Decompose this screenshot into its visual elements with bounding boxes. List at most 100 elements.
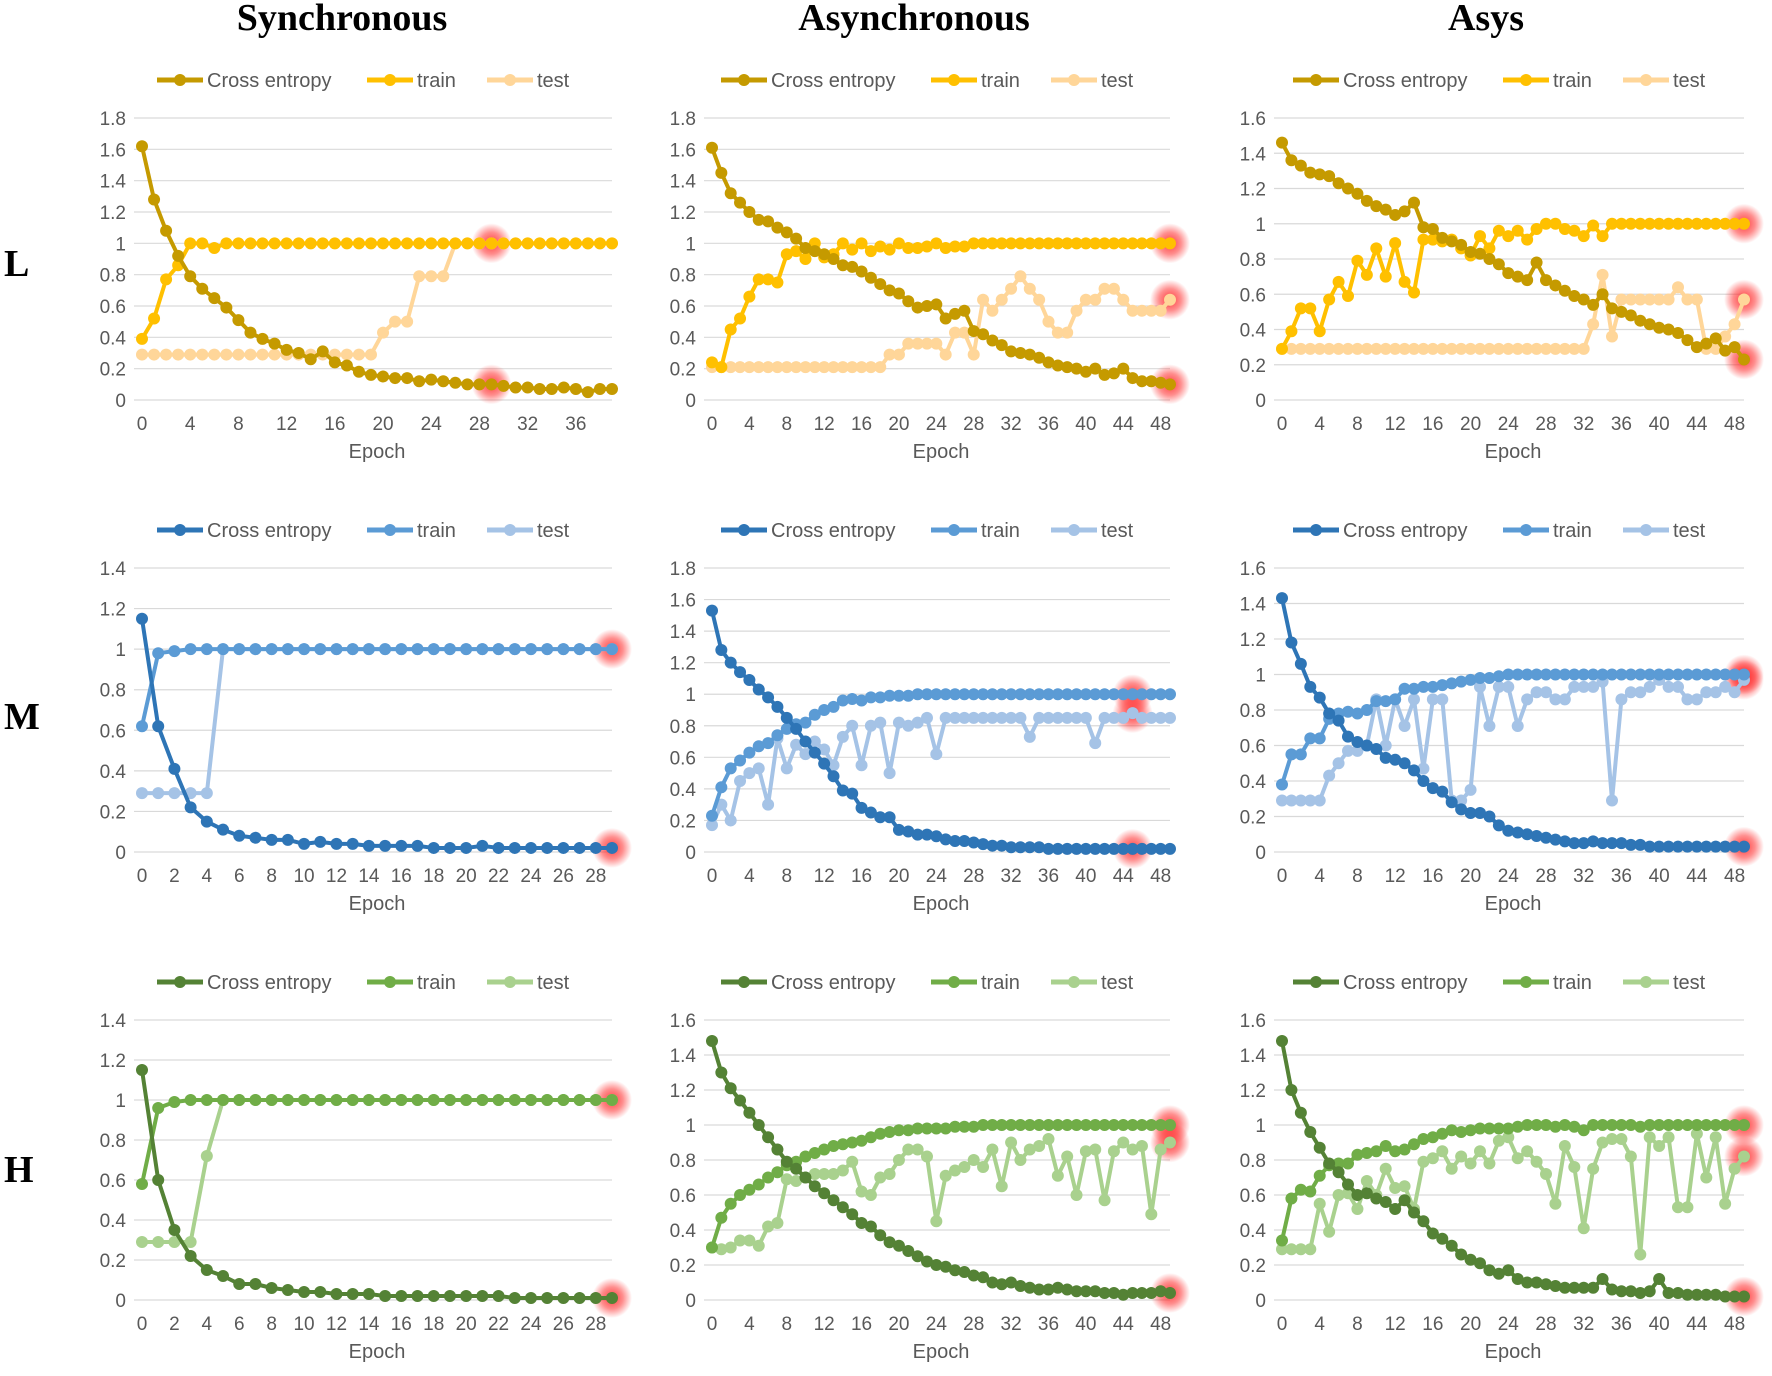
data-point-test [1624,293,1637,306]
data-point-ce [930,298,943,311]
data-point-test [1643,680,1656,693]
data-point-ce [1690,341,1703,354]
data-point-test [1079,293,1092,306]
data-point-ce [706,141,718,154]
data-point-test [1719,330,1732,343]
data-point-test [1606,330,1618,343]
data-point-train [930,1122,943,1135]
data-point-train [1606,1119,1618,1131]
y-tick-label: 1.4 [670,1046,697,1067]
data-point-train [1653,668,1666,681]
data-point-test [1521,342,1534,355]
data-point-train [492,1094,505,1106]
data-point-train [184,643,197,656]
data-point-test [864,719,877,732]
data-point-train [427,643,440,656]
data-point-train [425,237,438,250]
data-point-train [874,240,887,253]
data-point-ce [734,666,747,679]
data-point-train [827,700,840,713]
data-point-ce [827,253,840,265]
x-tick-label: 4 [1314,866,1325,887]
legend-marker-ce [174,74,186,86]
data-point-ce [330,1288,343,1300]
data-point-train [545,237,558,250]
y-tick-label: 0 [115,391,126,412]
data-point-ce [1690,840,1703,853]
legend-marker-ce [174,524,186,536]
data-point-test [1436,693,1449,706]
data-point-ce [1033,1283,1046,1296]
data-point-train [1042,688,1055,701]
data-point-test [930,1215,943,1228]
data-point-train [427,1094,440,1106]
data-point-test [780,361,793,374]
data-point-ce [1662,840,1675,853]
data-point-test [1107,711,1120,724]
x-tick-label: 16 [391,866,412,887]
data-point-test [1615,1133,1628,1145]
data-point-test [818,361,831,374]
x-tick-label: 20 [456,866,477,887]
data-point-test [911,716,924,729]
data-point-ce [281,833,294,846]
data-point-ce [836,1201,849,1214]
chart-h-synchronous: 00.20.40.60.811.21.40 2 4 6 8 10 12 14 16 18 20 22 2… [100,972,632,1363]
x-tick-label: 4 [202,1314,213,1335]
data-point-ce [846,787,859,800]
data-point-ce [1107,367,1120,380]
data-point-ce [892,287,905,300]
x-tick-label: 8 [266,866,277,887]
data-point-ce [497,379,510,392]
data-point-train [706,1241,718,1254]
data-point-ce [1700,337,1713,350]
data-point-train [920,240,933,253]
y-tick-label: 1.6 [1240,559,1266,580]
data-point-ce [743,206,756,218]
data-point-train [1530,223,1543,236]
data-point-ce [1285,154,1298,167]
data-point-ce [220,301,233,314]
data-point-test [1511,1152,1524,1165]
x-tick-label: 16 [1422,414,1443,435]
data-point-test [1492,1134,1505,1147]
data-point-ce [1502,267,1515,280]
data-point-train [1089,1119,1102,1131]
data-point-ce [1332,1166,1345,1179]
data-point-train [1304,732,1317,745]
data-point-ce [1107,842,1120,855]
data-point-ce [1304,1126,1317,1138]
y-tick-label: 0.6 [1240,285,1266,306]
data-point-train [883,243,896,256]
data-point-test [836,361,849,374]
data-point-train [920,688,933,701]
data-point-train [1117,688,1130,701]
x-tick-label: 16 [324,414,345,435]
data-point-test [1540,1168,1552,1180]
y-tick-label: 0.8 [100,266,126,287]
y-tick-label: 1 [115,640,126,661]
data-point-train [395,643,408,656]
data-point-train [1389,693,1402,706]
data-point-train [330,1094,343,1106]
data-point-ce [1379,751,1392,764]
x-tick-label: 24 [520,1314,542,1335]
data-point-ce [1294,657,1307,670]
data-point-test [200,787,213,800]
series-line-train [140,647,612,727]
data-point-ce [395,1290,408,1302]
legend-marker-train [948,74,960,86]
data-point-ce [743,1106,756,1119]
y-tick-label: 1.2 [100,203,126,224]
data-point-test [1014,711,1027,724]
data-point-train [362,1094,375,1106]
data-point-train [1051,688,1064,701]
data-point-train [799,716,812,729]
data-point-ce [1135,842,1148,855]
data-point-test [437,270,450,283]
data-point-test [1379,342,1392,355]
legend-marker-train [1520,524,1532,536]
x-tick-label: 8 [1352,414,1363,435]
data-point-train [1313,325,1326,338]
data-point-ce [920,300,933,312]
